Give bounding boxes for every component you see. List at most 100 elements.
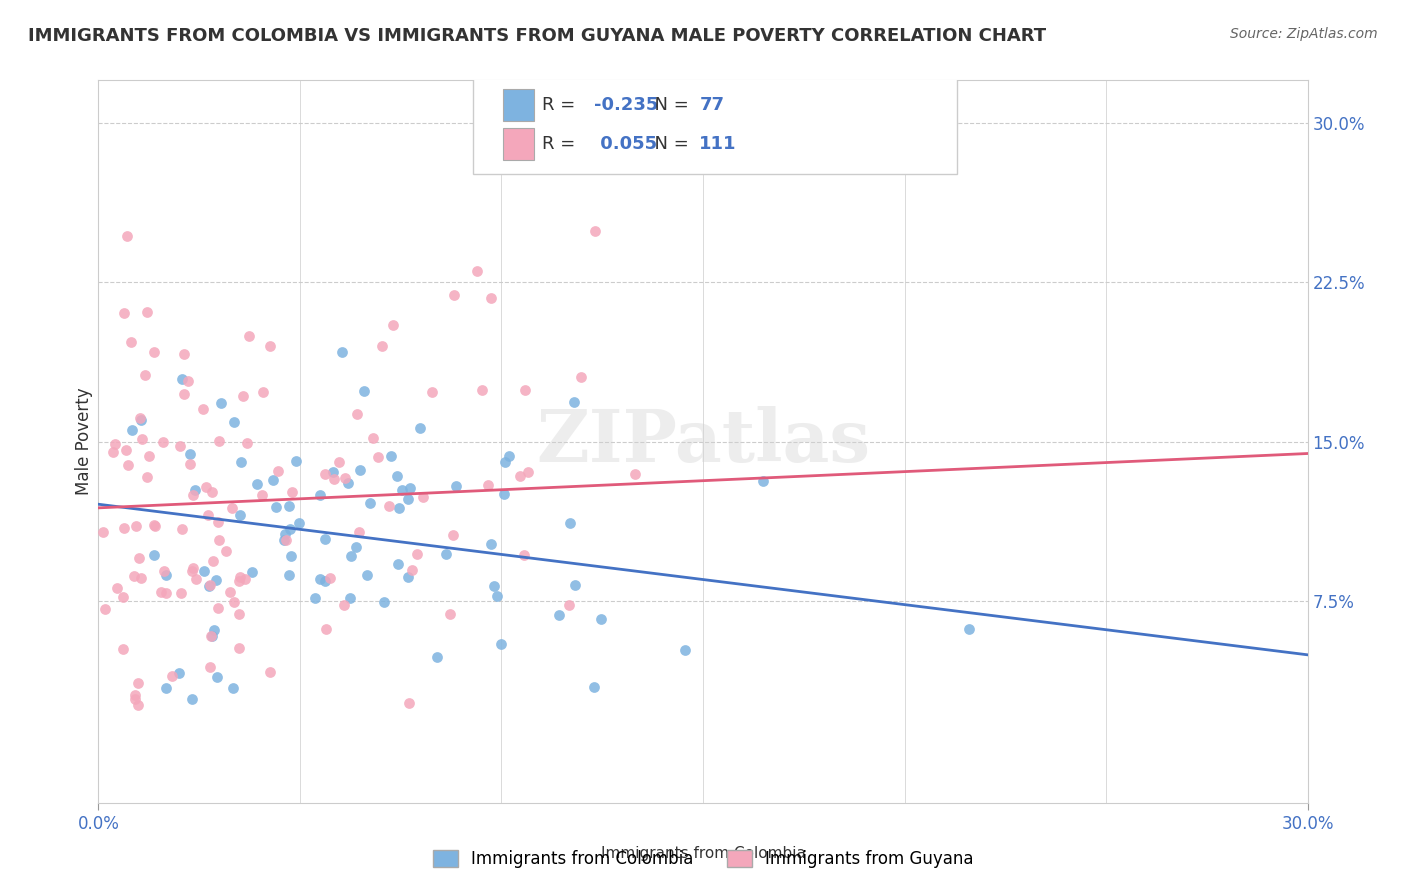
Point [323, 472, 346, 486]
Point [548, 607, 571, 622]
Point [201, 629, 224, 643]
Point [150, 585, 173, 599]
FancyBboxPatch shape [474, 77, 957, 174]
Text: Immigrants from Colombia: Immigrants from Colombia [600, 846, 806, 861]
Point [173, 347, 195, 361]
Point [482, 579, 505, 593]
Point [349, 524, 371, 539]
Point [278, 499, 301, 513]
Point [582, 680, 605, 694]
Point [181, 488, 204, 502]
Point [309, 488, 332, 502]
Point [420, 385, 443, 400]
Point [169, 439, 191, 453]
Point [481, 537, 503, 551]
Point [471, 384, 494, 398]
Point [356, 567, 378, 582]
Point [221, 681, 243, 696]
Point [259, 665, 281, 680]
Point [136, 305, 159, 319]
Point [155, 681, 177, 695]
Point [218, 585, 240, 599]
Text: 77: 77 [699, 96, 724, 114]
Point [359, 496, 381, 510]
Text: N =: N = [643, 136, 695, 153]
Point [127, 676, 149, 690]
Point [152, 565, 174, 579]
Point [280, 484, 302, 499]
Point [314, 532, 336, 546]
Point [278, 567, 301, 582]
Point [330, 345, 353, 359]
Point [412, 490, 434, 504]
Point [388, 500, 411, 515]
Point [441, 528, 464, 542]
Point [373, 595, 395, 609]
Point [181, 691, 204, 706]
Point [569, 370, 592, 384]
Point [124, 689, 146, 703]
Point [398, 696, 420, 710]
Point [127, 698, 149, 713]
Point [434, 547, 457, 561]
Point [202, 554, 225, 568]
Point [406, 547, 429, 561]
Point [280, 549, 302, 563]
Point [207, 515, 229, 529]
Bar [503, 89, 534, 121]
Point [288, 516, 311, 531]
Point [591, 612, 613, 626]
Point [222, 595, 245, 609]
Point [236, 435, 259, 450]
Point [228, 607, 250, 622]
Legend: Immigrants from Colombia, Immigrants from Guyana: Immigrants from Colombia, Immigrants fro… [426, 843, 980, 875]
Point [380, 450, 402, 464]
Point [446, 479, 468, 493]
Point [179, 447, 201, 461]
Point [155, 586, 177, 600]
Point [193, 564, 215, 578]
Point [124, 692, 146, 706]
Point [516, 465, 538, 479]
Point [367, 450, 389, 464]
Point [304, 591, 326, 605]
Point [198, 660, 221, 674]
Point [198, 579, 221, 593]
Y-axis label: Male Poverty: Male Poverty [75, 388, 93, 495]
Point [562, 395, 585, 409]
Point [117, 458, 139, 472]
Point [240, 566, 263, 580]
Point [180, 564, 202, 578]
Point [273, 533, 295, 547]
Point [398, 482, 420, 496]
Point [489, 637, 512, 651]
Point [131, 432, 153, 446]
Point [193, 402, 215, 417]
Point [170, 521, 193, 535]
Point [238, 328, 260, 343]
Point [485, 589, 508, 603]
Point [204, 573, 226, 587]
Text: R =: R = [543, 136, 581, 153]
Point [309, 573, 332, 587]
Point [319, 571, 342, 585]
Point [120, 334, 142, 349]
Point [333, 598, 356, 612]
Point [233, 572, 256, 586]
Point [513, 383, 536, 397]
Point [340, 549, 363, 563]
Point [198, 578, 221, 592]
Point [170, 586, 193, 600]
Point [115, 229, 138, 244]
Point [184, 483, 207, 498]
Point [378, 500, 401, 514]
Point [498, 449, 520, 463]
Point [262, 473, 284, 487]
Text: 0.055: 0.055 [595, 136, 657, 153]
Point [229, 508, 252, 523]
Point [228, 570, 250, 584]
Point [105, 581, 128, 595]
Point [232, 389, 254, 403]
Point [111, 590, 134, 604]
Point [152, 434, 174, 449]
